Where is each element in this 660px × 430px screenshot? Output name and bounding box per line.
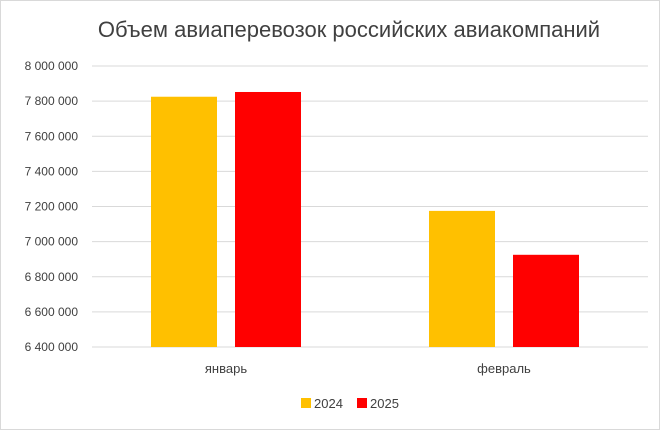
y-tick-label: 6 600 000 — [25, 305, 79, 319]
legend: 2024 2025 — [301, 396, 399, 411]
y-tick-label: 7 800 000 — [25, 94, 79, 108]
y-tick-label: 7 400 000 — [25, 164, 79, 178]
bar-2025-1 — [513, 254, 579, 347]
legend-swatch-2024 — [301, 398, 311, 408]
bar-2024-0 — [151, 96, 217, 347]
legend-label: 2024 — [314, 396, 343, 411]
x-category-label: январь — [205, 361, 247, 376]
y-tick-label: 7 600 000 — [25, 129, 79, 143]
chart-title: Объем авиаперевозок российских авиакомпа… — [98, 17, 600, 42]
y-tick-label: 8 000 000 — [25, 59, 79, 73]
legend-swatch-2025 — [357, 398, 367, 408]
y-tick-label: 7 200 000 — [25, 200, 79, 214]
legend-label: 2025 — [370, 396, 399, 411]
bar-2024-1 — [429, 210, 495, 347]
y-axis-ticks: 6 400 000 6 600 000 6 800 000 7 000 000 7 20… — [25, 59, 79, 354]
x-category-label: февраль — [477, 361, 531, 376]
y-tick-label: 6 800 000 — [25, 270, 79, 284]
bar-2025-0 — [235, 91, 301, 348]
y-tick-label: 6 400 000 — [25, 340, 79, 354]
x-axis-categories: январь февраль — [205, 361, 531, 376]
y-tick-label: 7 000 000 — [25, 235, 79, 249]
bars — [151, 91, 579, 348]
